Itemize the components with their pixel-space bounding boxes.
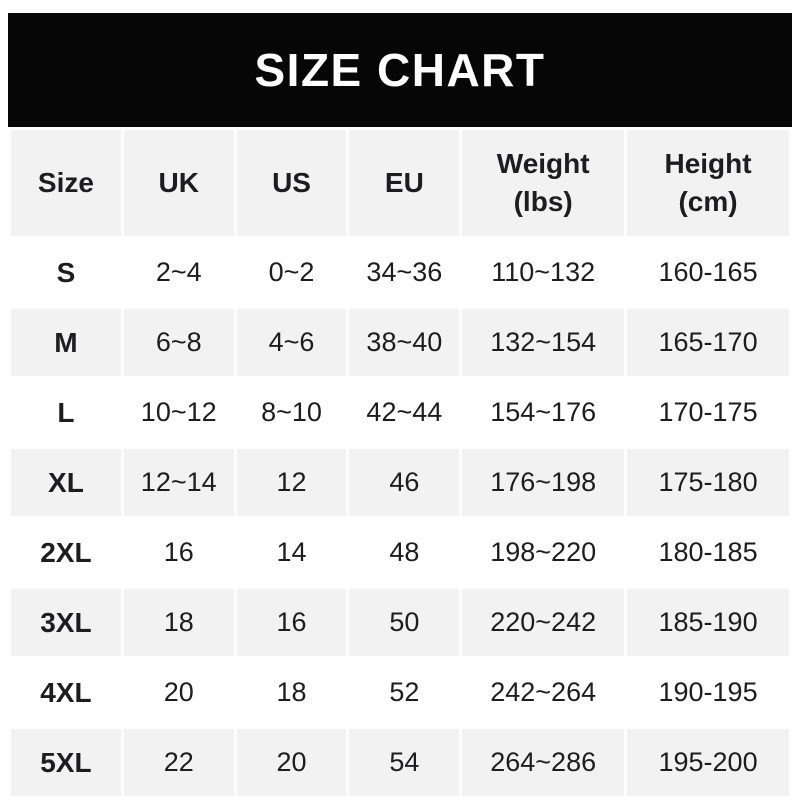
value-cell: 18 [123, 589, 234, 656]
table-header: Size UK US EU Weight (lbs) Height (cm) [11, 130, 789, 236]
size-label-cell: L [11, 379, 121, 446]
size-label-cell: XL [11, 449, 121, 516]
size-label-cell: 3XL [11, 589, 121, 656]
size-label-cell: S [11, 239, 121, 306]
value-cell: 190-195 [627, 659, 789, 726]
value-cell: 34~36 [349, 239, 460, 306]
value-cell: 6~8 [123, 309, 234, 376]
value-cell: 50 [349, 589, 460, 656]
value-cell: 175-180 [627, 449, 789, 516]
header-row: Size UK US EU Weight (lbs) Height (cm) [11, 130, 789, 236]
value-cell: 170-175 [627, 379, 789, 446]
column-header: UK [123, 130, 234, 236]
table-row: 3XL 18 16 50 220~242 185-190 [11, 589, 789, 656]
value-cell: 176~198 [462, 449, 625, 516]
value-cell: 180-185 [627, 519, 789, 586]
value-cell: 38~40 [349, 309, 460, 376]
value-cell: 12~14 [123, 449, 234, 516]
value-cell: 220~242 [462, 589, 625, 656]
value-cell: 2~4 [123, 239, 234, 306]
size-chart-page: SIZE CHART Size UK US EU Weight (lbs) Height … [8, 0, 792, 799]
size-label-cell: 4XL [11, 659, 121, 726]
value-cell: 132~154 [462, 309, 625, 376]
value-cell: 20 [236, 729, 347, 796]
value-cell: 242~264 [462, 659, 625, 726]
value-cell: 264~286 [462, 729, 625, 796]
page-title: SIZE CHART [254, 44, 546, 96]
column-header: EU [349, 130, 460, 236]
value-cell: 198~220 [462, 519, 625, 586]
column-header: Size [11, 130, 121, 236]
value-cell: 46 [349, 449, 460, 516]
column-header: US [236, 130, 347, 236]
value-cell: 8~10 [236, 379, 347, 446]
size-label-cell: 5XL [11, 729, 121, 796]
table-row: 5XL 22 20 54 264~286 195-200 [11, 729, 789, 796]
value-cell: 54 [349, 729, 460, 796]
value-cell: 195-200 [627, 729, 789, 796]
value-cell: 160-165 [627, 239, 789, 306]
table-row: 2XL 16 14 48 198~220 180-185 [11, 519, 789, 586]
value-cell: 110~132 [462, 239, 625, 306]
title-band: SIZE CHART [8, 13, 792, 127]
value-cell: 4~6 [236, 309, 347, 376]
table-row: S 2~4 0~2 34~36 110~132 160-165 [11, 239, 789, 306]
size-label-cell: M [11, 309, 121, 376]
value-cell: 52 [349, 659, 460, 726]
value-cell: 154~176 [462, 379, 625, 446]
column-header: Weight (lbs) [462, 130, 625, 236]
value-cell: 18 [236, 659, 347, 726]
table-row: XL 12~14 12 46 176~198 175-180 [11, 449, 789, 516]
value-cell: 165-170 [627, 309, 789, 376]
size-label-cell: 2XL [11, 519, 121, 586]
value-cell: 185-190 [627, 589, 789, 656]
value-cell: 20 [123, 659, 234, 726]
column-header: Height (cm) [627, 130, 789, 236]
value-cell: 0~2 [236, 239, 347, 306]
value-cell: 14 [236, 519, 347, 586]
table-row: 4XL 20 18 52 242~264 190-195 [11, 659, 789, 726]
value-cell: 16 [236, 589, 347, 656]
value-cell: 22 [123, 729, 234, 796]
table-row: M 6~8 4~6 38~40 132~154 165-170 [11, 309, 789, 376]
value-cell: 10~12 [123, 379, 234, 446]
value-cell: 48 [349, 519, 460, 586]
size-chart-table: Size UK US EU Weight (lbs) Height (cm) S 2~4 0~… [8, 127, 792, 799]
table-body: S 2~4 0~2 34~36 110~132 160-165 M 6~8 4~6 38~40 13… [11, 239, 789, 796]
value-cell: 42~44 [349, 379, 460, 446]
value-cell: 16 [123, 519, 234, 586]
value-cell: 12 [236, 449, 347, 516]
table-row: L 10~12 8~10 42~44 154~176 170-175 [11, 379, 789, 446]
